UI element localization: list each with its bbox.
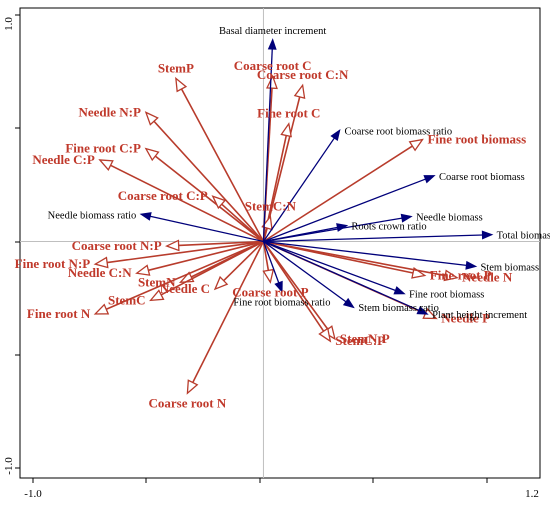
- arrow-fine-root-biomass-ratio: [262, 241, 283, 294]
- label-coarse-root-n: Coarse root N: [149, 395, 227, 410]
- label-fine-root-biomass: Fine root biomass: [409, 290, 484, 301]
- label-needle-c-n: Needle C:N: [68, 265, 133, 280]
- label-coarse-root-c-n: Coarse root C:N: [257, 67, 349, 82]
- y-tick-label-min: -1.0: [3, 457, 15, 475]
- label-needle-p: Needle P: [441, 311, 490, 326]
- label-plant-height-increment: Plant height increment: [432, 310, 527, 321]
- arrow-fine-root-biomass: [263, 138, 424, 243]
- arrow-stemp: [175, 76, 265, 242]
- label-coarse-root-p: Coarse root P: [232, 284, 308, 299]
- label-roots-crown-ratio: Roots crown ratio: [351, 222, 426, 233]
- arrow-needle-n: [263, 240, 459, 282]
- label-stem-biomass: Stem biomass: [480, 262, 539, 273]
- y-tick-label-max: 1.0: [3, 17, 15, 31]
- label-needle-c-p: Needle C:P: [32, 152, 95, 167]
- label-total-biomass: Total biomass: [497, 231, 550, 242]
- arrow-coarse-root-biomass-ratio: [262, 129, 341, 242]
- label-stemn-p: StemN:P: [340, 331, 390, 346]
- label-coarse-root-biomass-ratio: Coarse root biomass ratio: [345, 127, 453, 138]
- vectors-layer: [93, 38, 494, 395]
- arrow-coarse-root-biomass: [263, 175, 436, 243]
- arrow-needle-biomass: [263, 213, 413, 243]
- arrow-coarse-root-n-p: [164, 239, 264, 252]
- label-stemc-p: StemC:P: [335, 333, 385, 348]
- arrow-basal-diameter-increment: [262, 38, 277, 242]
- x-tick-label-min: -1.0: [24, 488, 42, 500]
- label-coarse-root-c-p: Coarse root C:P: [118, 188, 208, 203]
- label-stemp: StemP: [158, 60, 194, 75]
- x-tick-label-max: 1.2: [525, 488, 539, 500]
- arrow-needle-n-p: [144, 111, 265, 243]
- label-needle-c: Needle C: [160, 281, 210, 296]
- label-fine-root-c-p: Fine root C:P: [65, 141, 141, 156]
- arrow-stemc: [149, 240, 264, 302]
- label-needle-biomass: Needle biomass: [416, 213, 483, 224]
- arrow-needle-c-n: [135, 240, 264, 276]
- arrow-fine-root-n: [93, 240, 264, 315]
- arrow-stem-biomass: [263, 240, 478, 270]
- arrow-coarse-root-c-p: [211, 195, 264, 243]
- label-stem-biomass-ratio: Stem biomass ratio: [358, 303, 439, 314]
- label-basal-diameter-increment: Basal diameter increment: [219, 26, 326, 37]
- label-stemn: StemN: [138, 274, 176, 289]
- arrow-stemc-p: [262, 241, 332, 343]
- label-stemc: StemC: [108, 292, 146, 307]
- label-fine-root-c: Fine root C: [257, 106, 320, 121]
- label-stemc-n: StemC:N: [245, 199, 297, 214]
- plot-frame: [19, 7, 541, 479]
- label-needle-biomass-ratio: Needle biomass ratio: [48, 210, 137, 221]
- arrow-fine-root-n-p: [93, 240, 264, 269]
- label-coarse-root-c: Coarse root C: [234, 58, 312, 73]
- label-fine-root-n: Fine root N: [27, 306, 91, 321]
- arrow-fine-root-biomass: [263, 240, 406, 295]
- label-fine-root-biomass: Fine root biomass: [427, 132, 526, 147]
- label-coarse-root-biomass: Coarse root biomass: [439, 172, 525, 183]
- label-fine-root-p: Fine root P: [430, 267, 492, 282]
- label-needle-n: Needle N: [462, 270, 513, 285]
- arrow-coarse-root-p: [262, 241, 275, 284]
- arrow-needle-biomass-ratio: [139, 212, 264, 243]
- arrow-stem-biomass-ratio: [263, 240, 355, 309]
- label-fine-root-n-p: Fine root N:P: [15, 256, 91, 271]
- label-fine-root-biomass-ratio: Fine root biomass ratio: [233, 297, 330, 308]
- arrow-plant-height-increment: [263, 240, 429, 315]
- arrow-needle-c: [213, 240, 265, 291]
- axes-layer: -1.0 1.2 1.0 -1.0: [3, 8, 540, 500]
- arrow-fine-root-c-p: [144, 147, 264, 243]
- arrow-total-biomass: [263, 230, 494, 243]
- arrow-coarse-root-n: [186, 241, 265, 395]
- label-coarse-root-n-p: Coarse root N:P: [72, 238, 162, 253]
- label-needle-n-p: Needle N:P: [78, 104, 141, 119]
- arrow-needle-c-p: [98, 159, 264, 243]
